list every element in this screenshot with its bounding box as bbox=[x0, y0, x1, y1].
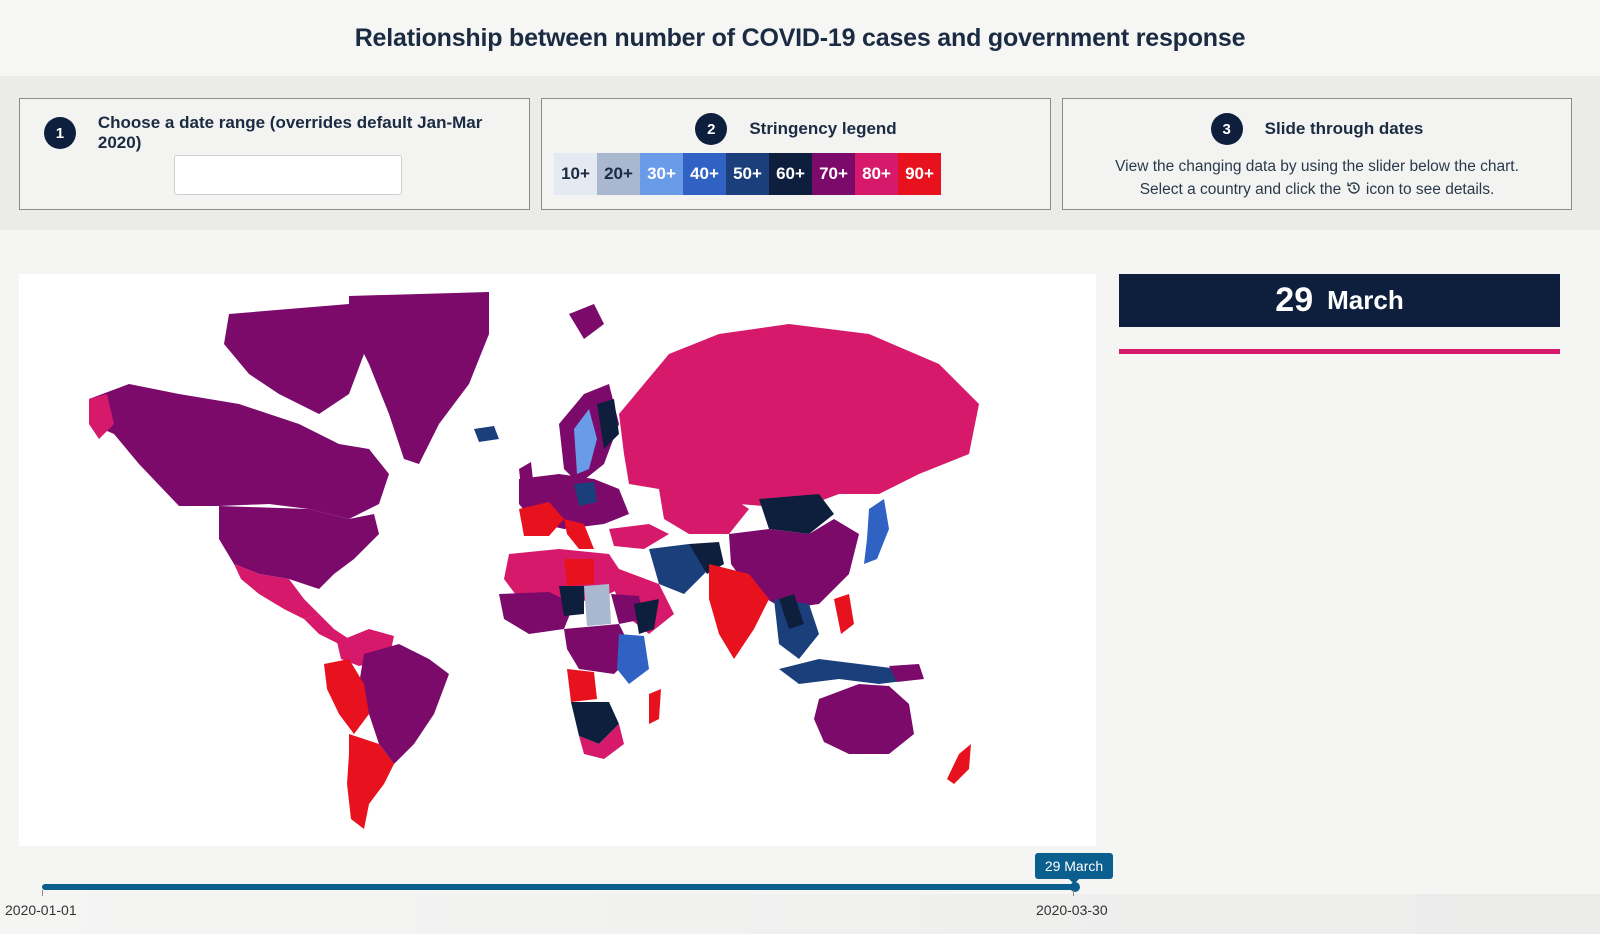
slider-end-label: 2020-03-30 bbox=[1036, 902, 1108, 918]
country-central-america[interactable] bbox=[304, 614, 349, 644]
country-new-zealand[interactable] bbox=[947, 744, 971, 784]
country-united-states[interactable] bbox=[219, 506, 379, 589]
legend-swatch-30plus: 30+ bbox=[640, 153, 683, 195]
country-myanmar[interactable] bbox=[779, 594, 804, 629]
legend-swatch-80plus: 80+ bbox=[855, 153, 898, 195]
country-southern-africa[interactable] bbox=[571, 702, 619, 744]
legend-swatch-70plus: 70+ bbox=[812, 153, 855, 195]
legend-swatch-20plus: 20+ bbox=[597, 153, 640, 195]
legend-swatch-40plus: 40+ bbox=[683, 153, 726, 195]
step-badge-3: 3 bbox=[1210, 113, 1243, 145]
country-iran[interactable] bbox=[649, 544, 709, 594]
slider-start-tick bbox=[42, 890, 43, 896]
country-madagascar[interactable] bbox=[649, 689, 661, 724]
country-turkey[interactable] bbox=[609, 524, 669, 549]
title-bar: Relationship between number of COVID-19 … bbox=[0, 0, 1600, 76]
country-canada[interactable] bbox=[89, 384, 389, 519]
stringency-legend: 10+ 20+ 30+ 40+ 50+ 60+ 70+ 80+ 90+ bbox=[554, 153, 941, 195]
legend-swatch-90plus: 90+ bbox=[898, 153, 941, 195]
date-slider-track[interactable] bbox=[42, 884, 1076, 890]
country-east-africa[interactable] bbox=[617, 634, 649, 684]
country-canada-islands[interactable] bbox=[224, 304, 364, 414]
country-greenland[interactable] bbox=[349, 292, 489, 464]
slider-tooltip: 29 March bbox=[1035, 853, 1113, 884]
instruction-text-after: icon to see details. bbox=[1365, 181, 1495, 198]
country-russia[interactable] bbox=[619, 324, 979, 509]
slide-dates-panel: 3 Slide through dates View the changing … bbox=[1062, 98, 1572, 210]
country-china[interactable] bbox=[729, 519, 859, 609]
history-clock-icon bbox=[1346, 182, 1360, 194]
date-range-panel: 1 Choose a date range (overrides default… bbox=[19, 98, 530, 210]
country-sudan[interactable] bbox=[584, 584, 611, 626]
stringency-legend-panel: 2 Stringency legend 10+ 20+ 30+ 40+ 50+ 60+ 70… bbox=[541, 98, 1051, 210]
legend-title: Stringency legend bbox=[749, 119, 897, 138]
country-mongolia[interactable] bbox=[759, 494, 834, 534]
slide-instructions: View the changing data by using the slid… bbox=[1063, 155, 1571, 201]
country-svalbard[interactable] bbox=[569, 304, 604, 339]
country-united-kingdom[interactable] bbox=[519, 462, 534, 496]
slide-title: Slide through dates bbox=[1264, 119, 1424, 138]
step-badge-2: 2 bbox=[695, 113, 728, 145]
world-map[interactable] bbox=[19, 274, 1096, 846]
country-ethiopia[interactable] bbox=[611, 594, 644, 624]
page-title: Relationship between number of COVID-19 … bbox=[354, 23, 1246, 52]
country-kazakhstan[interactable] bbox=[659, 489, 749, 534]
country-india[interactable] bbox=[709, 564, 769, 659]
country-australia[interactable] bbox=[814, 684, 914, 754]
instruction-line-1: View the changing data by using the slid… bbox=[1115, 158, 1519, 175]
instruction-line-2: Select a country and click the icon to s… bbox=[1063, 178, 1571, 201]
country-west-africa[interactable] bbox=[499, 592, 574, 634]
legend-swatch-50plus: 50+ bbox=[726, 153, 769, 195]
country-libya[interactable] bbox=[564, 559, 594, 586]
country-chad[interactable] bbox=[559, 586, 584, 616]
country-alaska-west[interactable] bbox=[89, 394, 114, 439]
country-south-africa[interactable] bbox=[579, 724, 624, 759]
country-angola[interactable] bbox=[567, 669, 597, 702]
country-italy[interactable] bbox=[564, 519, 594, 549]
country-sweden[interactable] bbox=[574, 409, 597, 474]
slider-end-tick bbox=[1073, 890, 1074, 896]
controls-strip: 1 Choose a date range (overrides default… bbox=[0, 76, 1600, 230]
current-day: 29 bbox=[1275, 281, 1314, 319]
step-badge-1: 1 bbox=[44, 117, 76, 149]
date-slider-handle[interactable] bbox=[1070, 882, 1080, 892]
country-central-africa[interactable] bbox=[564, 624, 634, 674]
country-papua[interactable] bbox=[889, 664, 924, 682]
bottom-shadow bbox=[0, 894, 1600, 934]
country-philippines[interactable] bbox=[834, 594, 854, 634]
country-spain-france[interactable] bbox=[519, 502, 564, 536]
instruction-text-before: Select a country and click the bbox=[1139, 181, 1342, 198]
legend-swatch-60plus: 60+ bbox=[769, 153, 812, 195]
country-japan[interactable] bbox=[864, 499, 889, 564]
country-indonesia[interactable] bbox=[779, 659, 919, 684]
current-date-display: 29 March bbox=[1119, 274, 1560, 327]
country-peru[interactable] bbox=[324, 659, 369, 734]
country-mexico[interactable] bbox=[234, 564, 319, 619]
country-somalia[interactable] bbox=[634, 599, 659, 634]
current-month: March bbox=[1327, 285, 1404, 315]
date-range-title: Choose a date range (overrides default J… bbox=[97, 113, 483, 152]
country-finland[interactable] bbox=[597, 399, 619, 449]
legend-swatch-10plus: 10+ bbox=[554, 153, 597, 195]
country-brazil[interactable] bbox=[359, 644, 449, 764]
slider-start-label: 2020-01-01 bbox=[5, 902, 77, 918]
date-range-input[interactable] bbox=[174, 155, 402, 195]
country-germany[interactable] bbox=[574, 482, 597, 506]
date-accent-line bbox=[1119, 349, 1560, 354]
world-map-svg bbox=[89, 292, 979, 829]
country-iceland[interactable] bbox=[474, 426, 499, 442]
country-chile-argentina[interactable] bbox=[347, 734, 394, 829]
